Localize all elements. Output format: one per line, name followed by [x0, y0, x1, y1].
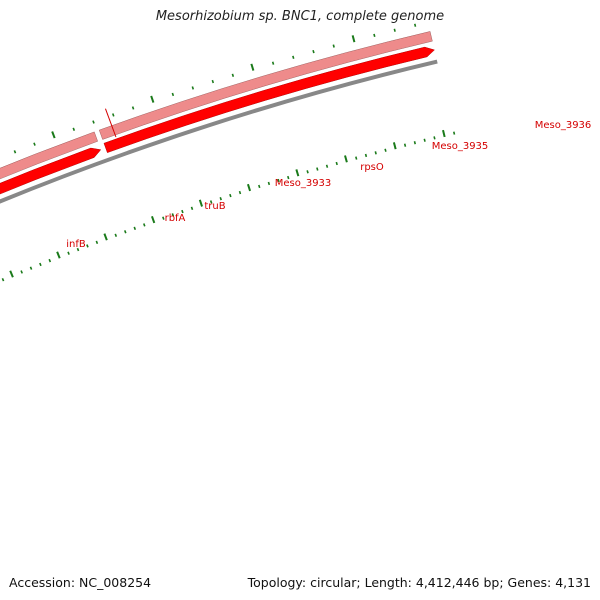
sequence-ticks: [13, 23, 417, 154]
scale-tick: [364, 153, 368, 158]
sequence-tick: [13, 150, 17, 154]
sequence-tick: [171, 92, 175, 97]
scale-tick: [76, 247, 80, 252]
reverse-gene-8: [103, 46, 435, 153]
scale-tick: [423, 138, 426, 142]
reverse-gene-7: [0, 147, 102, 195]
sequence-tick: [312, 49, 315, 54]
forward-gene-7: [0, 131, 98, 180]
genome-summary: Topology: circular; Length: 4,412,446 bp…: [247, 575, 591, 590]
gene-label: Meso_3935: [432, 141, 489, 152]
scale-tick: [277, 178, 280, 183]
sequence-tick: [271, 61, 275, 65]
scale-tick: [29, 266, 33, 270]
scale-tick: [39, 262, 42, 267]
scale-tick: [48, 258, 52, 263]
scale-ticks: [1, 129, 456, 282]
gene-label: rbfA: [165, 213, 186, 224]
scale-tick: [238, 190, 242, 195]
sequence-tick: [112, 113, 115, 117]
scale-tick: [267, 181, 271, 186]
scale-tick: [9, 270, 14, 278]
scale-tick: [198, 199, 203, 207]
scale-tick: [103, 233, 108, 241]
scale-tick: [374, 151, 377, 155]
scale-tick: [143, 223, 146, 227]
scale-tick: [258, 184, 261, 189]
scale-tick: [442, 129, 446, 138]
scale-tick: [392, 142, 397, 150]
gene-label: infB: [66, 239, 86, 250]
sequence-tick: [231, 73, 235, 77]
scale-tick: [344, 155, 348, 163]
gene-label: Meso_3936: [535, 120, 592, 131]
backbone-track: [0, 59, 438, 204]
sequence-tick: [211, 79, 215, 84]
scale-tick: [95, 240, 99, 245]
scale-tick: [20, 270, 23, 274]
sequence-tick: [332, 44, 335, 48]
backbone-ring: [0, 59, 438, 204]
scale-tick: [355, 156, 358, 160]
sequence-tick: [131, 106, 135, 110]
scale-tick: [452, 131, 456, 135]
scale-tick: [316, 167, 319, 171]
scale-tick: [287, 175, 290, 180]
sequence-tick: [51, 131, 56, 139]
map-title: Mesorhizobium sp. BNC1, complete genome: [155, 9, 445, 24]
sequence-tick: [351, 35, 356, 43]
sequence-tick: [92, 120, 95, 124]
scale-tick: [246, 183, 252, 192]
scale-tick: [335, 161, 338, 166]
scale-tick: [67, 251, 70, 255]
gene-label: Meso_3933: [275, 178, 332, 189]
scale-tick: [229, 193, 232, 198]
scale-tick: [306, 170, 309, 174]
scale-tick: [295, 169, 300, 177]
scale-tick: [209, 200, 213, 204]
scale-tick: [325, 164, 329, 168]
sequence-tick: [373, 33, 376, 38]
sequence-tick: [413, 23, 417, 27]
accession-label: Accession: NC_008254: [9, 575, 152, 590]
scale-tick: [181, 209, 184, 214]
sequence-tick: [72, 127, 76, 131]
scale-tick: [56, 251, 61, 259]
scale-tick: [114, 233, 118, 237]
scale-tick: [403, 143, 407, 147]
scale-tick: [133, 226, 137, 231]
sequence-tick: [33, 142, 36, 146]
scale-tick: [190, 206, 194, 210]
sequence-tick: [292, 55, 295, 59]
scale-tick: [151, 216, 156, 224]
gene-label: rpsO: [360, 162, 384, 173]
sequence-tick: [393, 28, 396, 32]
gene-callouts: infB rbfA truB Meso_3933 rpsO Meso_3935 Meso_3…: [66, 108, 592, 250]
scale-tick: [219, 197, 222, 201]
scale-tick: [162, 216, 165, 220]
scale-tick: [433, 136, 436, 140]
scale-tick: [171, 213, 175, 217]
callout-line: [104, 108, 117, 138]
gene-label: truB: [204, 201, 225, 212]
scale-tick: [384, 148, 387, 152]
scale-tick: [124, 230, 127, 234]
scale-tick: [1, 278, 5, 282]
sequence-tick: [150, 95, 155, 103]
scale-tick: [413, 141, 416, 145]
forward-strand-track: [0, 31, 433, 180]
reverse-strand-track: [0, 46, 435, 195]
sequence-tick: [250, 63, 255, 71]
scale-tick: [86, 244, 89, 248]
forward-gene-8: [98, 31, 433, 140]
sequence-tick: [191, 86, 195, 90]
